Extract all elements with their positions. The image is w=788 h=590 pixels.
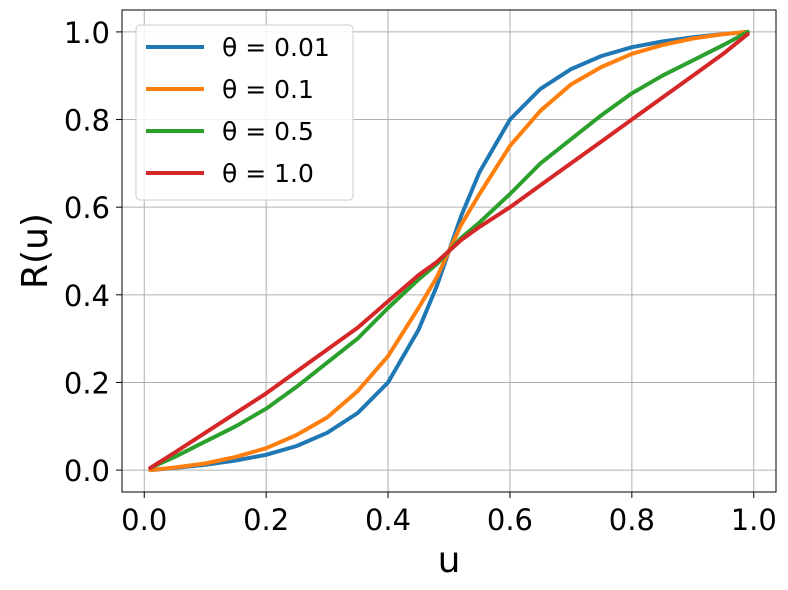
series-line-3 (148, 32, 750, 470)
x-axis-label: u (438, 540, 461, 581)
x-tick-label: 0.6 (487, 503, 533, 537)
y-tick-label: 0.0 (64, 454, 110, 488)
grid (122, 10, 776, 492)
y-axis: 0.0 0.2 0.4 0.6 0.8 1.0 (64, 16, 122, 488)
y-tick-label: 0.2 (64, 366, 110, 400)
y-tick-label: 0.8 (64, 104, 110, 138)
series-group (148, 29, 750, 473)
x-tick-label: 0.8 (609, 503, 655, 537)
x-tick-label: 1.0 (731, 503, 777, 537)
y-tick-label: 0.6 (64, 191, 110, 225)
legend-entry-2: θ = 0.5 (222, 117, 314, 146)
x-tick-label: 0.4 (365, 503, 411, 537)
legend-box (135, 24, 354, 201)
legend-entry-3: θ = 1.0 (222, 159, 314, 188)
legend-entry-1: θ = 0.1 (222, 75, 314, 104)
y-axis-label: R(u) (15, 213, 56, 289)
legend: θ = 0.01 θ = 0.1 θ = 0.5 θ = 1.0 (135, 24, 354, 201)
x-axis: 0.0 0.2 0.4 0.6 0.8 1.0 (121, 492, 777, 537)
y-tick-label: 0.4 (64, 279, 110, 313)
legend-entry-0: θ = 0.01 (222, 33, 330, 62)
x-tick-label: 0.2 (243, 503, 289, 537)
y-tick-label: 1.0 (64, 16, 110, 50)
x-tick-label: 0.0 (121, 503, 167, 537)
plot-frame (121, 9, 777, 493)
